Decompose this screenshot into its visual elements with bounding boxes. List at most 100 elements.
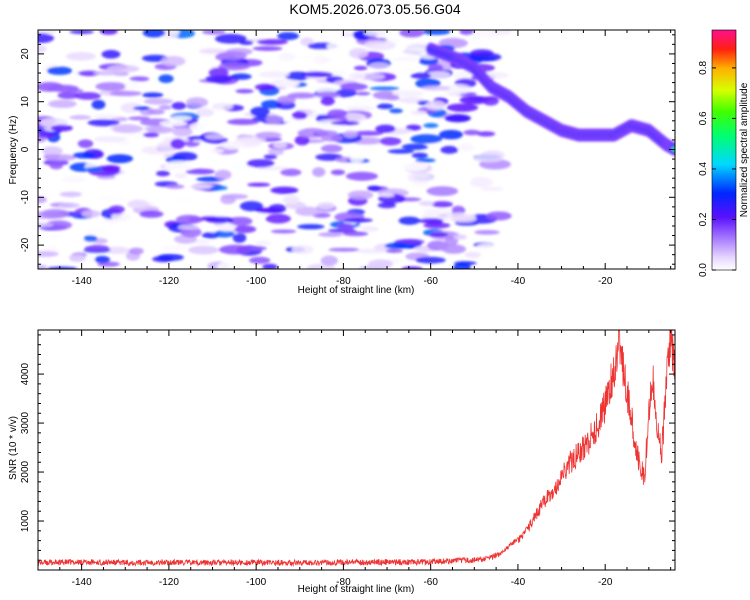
heat-cell (410, 110, 427, 116)
heat-cell (277, 95, 296, 104)
heat-cell (265, 213, 291, 224)
heat-cell (398, 161, 429, 171)
heat-cell (418, 200, 435, 207)
heat-cell (170, 138, 186, 150)
heat-cell (161, 244, 188, 252)
heat-cell (83, 235, 98, 242)
y-tick-label: 3000 (20, 412, 31, 435)
x-tick-label: -140 (72, 276, 92, 287)
heat-cell (97, 194, 125, 202)
heat-cell (470, 49, 494, 58)
x-tick-label: -40 (511, 577, 526, 588)
heat-cell (129, 76, 150, 82)
heat-cell (232, 232, 247, 243)
heat-cell (267, 148, 285, 156)
colorbar: 0.0 0.2 0.4 0.6 0.8 Normalized spectral ampl… (698, 29, 750, 277)
heat-cell (235, 88, 254, 94)
heat-cell (249, 30, 271, 35)
heat-cell (157, 253, 184, 261)
heat-cell (320, 96, 335, 106)
heat-cell (442, 40, 468, 46)
heat-cell (57, 202, 80, 209)
heat-cell (111, 212, 131, 221)
heat-cell (247, 182, 271, 187)
heat-cell (47, 266, 78, 269)
heat-cell (255, 131, 282, 139)
heat-cell (49, 162, 63, 170)
heat-cell (188, 184, 215, 189)
heat-cell (426, 186, 459, 197)
heat-cell (128, 116, 150, 121)
colorbar-tick-label: 0.2 (698, 212, 709, 226)
spectrogram-frame (37, 29, 676, 270)
heat-cell (387, 149, 415, 154)
heat-cell (368, 259, 393, 269)
heat-cell (239, 40, 254, 46)
heat-cell (423, 123, 439, 128)
heat-cell (188, 245, 219, 255)
heat-cell (347, 190, 374, 200)
heat-cell (263, 154, 278, 160)
heat-cell (192, 239, 211, 244)
heat-cell (95, 82, 127, 91)
heat-cell (390, 57, 421, 62)
snr-y-label: SNR (10 * v/v) (8, 416, 19, 480)
heat-cell (59, 191, 82, 198)
heat-cell (343, 217, 373, 223)
heat-cell (353, 65, 368, 71)
heat-cell (441, 84, 472, 95)
heat-cell (103, 246, 130, 255)
heat-cell (398, 216, 421, 225)
colorbar-ticks: 0.0 0.2 0.4 0.6 0.8 (698, 61, 736, 277)
heat-cell (431, 201, 453, 208)
heat-cell (295, 206, 321, 217)
heat-cell (205, 75, 233, 83)
heat-cell (361, 226, 379, 232)
heat-cell (281, 80, 299, 88)
heat-cell (397, 68, 415, 74)
heat-cell (356, 248, 388, 254)
heat-cell (256, 39, 289, 45)
heat-cell (38, 250, 59, 257)
heat-cell (46, 66, 73, 75)
heat-cell (38, 222, 54, 228)
heat-cell (202, 30, 226, 35)
heat-cell (315, 91, 341, 99)
heat-cell (147, 126, 174, 134)
heat-cell (415, 256, 446, 264)
heat-cell (38, 132, 57, 139)
heat-cell (335, 88, 357, 98)
heat-cell (486, 211, 512, 221)
heat-cell (349, 156, 364, 163)
heat-cell (185, 168, 215, 175)
heat-cell (277, 52, 296, 62)
y-tick-label: -10 (20, 190, 31, 205)
heat-cell (127, 199, 149, 210)
heat-cell (106, 154, 134, 164)
heat-cell (337, 223, 355, 231)
heat-cell (464, 251, 482, 259)
heat-cell (158, 74, 174, 84)
heat-cell (230, 73, 252, 80)
heat-cell (185, 97, 209, 108)
heat-cell (371, 253, 392, 259)
heat-cell (93, 70, 124, 76)
heat-cell (47, 234, 63, 239)
heat-cell (352, 130, 384, 136)
heat-cell (268, 203, 287, 213)
heat-cell (469, 176, 493, 188)
heat-cell (219, 244, 252, 255)
heat-cell (425, 100, 446, 111)
heat-cell (212, 102, 234, 111)
heat-cell (343, 130, 358, 138)
heat-cell (77, 139, 94, 149)
heat-cell (57, 91, 80, 100)
heat-cell (439, 129, 464, 140)
colorbar-tick-label: 0.8 (698, 61, 709, 75)
heat-cell (112, 124, 144, 134)
heat-cell (410, 134, 443, 144)
heat-cell (258, 71, 290, 78)
heat-cell (277, 32, 299, 41)
heat-cell (170, 115, 192, 121)
